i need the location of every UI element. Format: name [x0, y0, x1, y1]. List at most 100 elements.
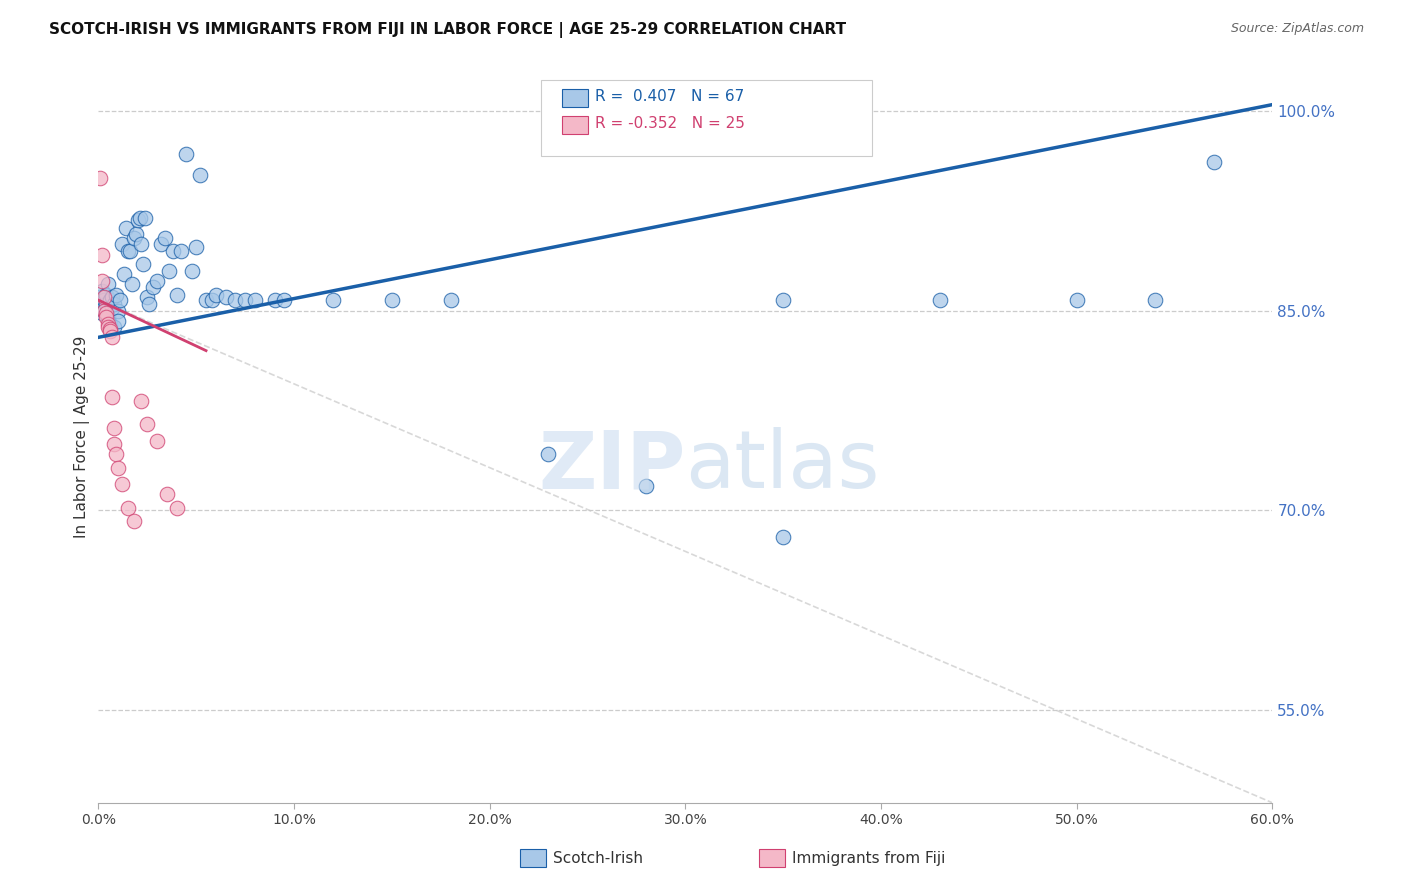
Point	[205, 287, 228, 301]
Point	[101, 290, 124, 304]
Point	[136, 290, 159, 304]
Point	[146, 434, 169, 448]
Point	[186, 240, 208, 254]
Point	[214, 290, 236, 304]
Point	[91, 275, 114, 289]
Point	[107, 460, 129, 475]
Text: R = -0.352   N = 25: R = -0.352 N = 25	[595, 116, 745, 130]
Point	[96, 287, 118, 301]
Point	[98, 293, 121, 307]
Point	[114, 221, 136, 235]
Point	[97, 319, 120, 334]
Point	[107, 314, 129, 328]
Text: Scotch-Irish: Scotch-Irish	[553, 851, 643, 865]
Point	[117, 500, 139, 515]
Point	[243, 293, 266, 307]
Point	[93, 303, 115, 318]
Point	[132, 257, 155, 271]
Point	[98, 324, 121, 338]
Point	[105, 287, 128, 301]
Point	[169, 244, 191, 258]
Point	[93, 293, 115, 307]
Point	[188, 168, 211, 182]
Point	[105, 447, 128, 461]
Point	[176, 146, 198, 161]
Point	[134, 211, 156, 225]
Point	[131, 237, 153, 252]
Point	[142, 280, 165, 294]
Point	[91, 284, 114, 298]
Point	[150, 237, 173, 252]
Point	[162, 244, 184, 258]
Point	[128, 211, 150, 225]
Point	[381, 293, 404, 307]
Point	[201, 293, 224, 307]
Point	[122, 230, 145, 244]
Point	[131, 394, 153, 409]
Point	[89, 290, 111, 304]
Point	[107, 303, 129, 318]
Text: Source: ZipAtlas.com: Source: ZipAtlas.com	[1230, 22, 1364, 36]
Point	[101, 330, 124, 344]
Point	[91, 306, 114, 320]
Point	[111, 476, 134, 491]
Point	[263, 293, 285, 307]
Text: SCOTCH-IRISH VS IMMIGRANTS FROM FIJI IN LABOR FORCE | AGE 25-29 CORRELATION CHAR: SCOTCH-IRISH VS IMMIGRANTS FROM FIJI IN …	[49, 22, 846, 38]
Text: Immigrants from Fiji: Immigrants from Fiji	[792, 851, 945, 865]
Point	[772, 293, 794, 307]
Point	[273, 293, 295, 307]
Point	[636, 479, 658, 493]
Point	[156, 487, 179, 501]
Point	[101, 301, 124, 315]
Point	[166, 500, 188, 515]
Point	[103, 319, 125, 334]
Point	[96, 297, 118, 311]
Text: R =  0.407   N = 67: R = 0.407 N = 67	[595, 89, 744, 103]
Point	[153, 230, 176, 244]
Point	[195, 293, 218, 307]
Point	[124, 227, 146, 241]
Point	[233, 293, 256, 307]
Point	[97, 317, 120, 331]
Point	[97, 277, 120, 292]
Text: ZIP: ZIP	[538, 427, 686, 506]
Point	[537, 447, 560, 461]
Point	[103, 436, 125, 450]
Point	[96, 310, 118, 325]
Point	[122, 514, 145, 528]
Point	[322, 293, 344, 307]
Point	[146, 275, 169, 289]
Point	[91, 248, 114, 262]
Point	[89, 170, 111, 185]
Point	[1144, 293, 1167, 307]
Point	[96, 306, 118, 320]
Point	[108, 293, 131, 307]
Point	[103, 421, 125, 435]
Point	[98, 317, 121, 331]
Point	[93, 303, 115, 318]
Point	[112, 267, 135, 281]
Point	[440, 293, 463, 307]
Point	[928, 293, 950, 307]
Point	[121, 277, 143, 292]
Point	[101, 390, 124, 404]
Text: atlas: atlas	[686, 427, 880, 506]
Point	[117, 244, 139, 258]
Y-axis label: In Labor Force | Age 25-29: In Labor Force | Age 25-29	[75, 336, 90, 538]
Point	[111, 237, 134, 252]
Point	[181, 264, 204, 278]
Point	[1202, 154, 1225, 169]
Point	[1066, 293, 1088, 307]
Point	[224, 293, 246, 307]
Point	[138, 297, 160, 311]
Point	[89, 297, 111, 311]
Point	[166, 287, 188, 301]
Point	[127, 213, 149, 227]
Point	[93, 290, 115, 304]
Point	[136, 417, 159, 431]
Point	[98, 322, 121, 336]
Point	[118, 244, 141, 258]
Point	[103, 297, 125, 311]
Point	[772, 530, 794, 544]
Point	[157, 264, 180, 278]
